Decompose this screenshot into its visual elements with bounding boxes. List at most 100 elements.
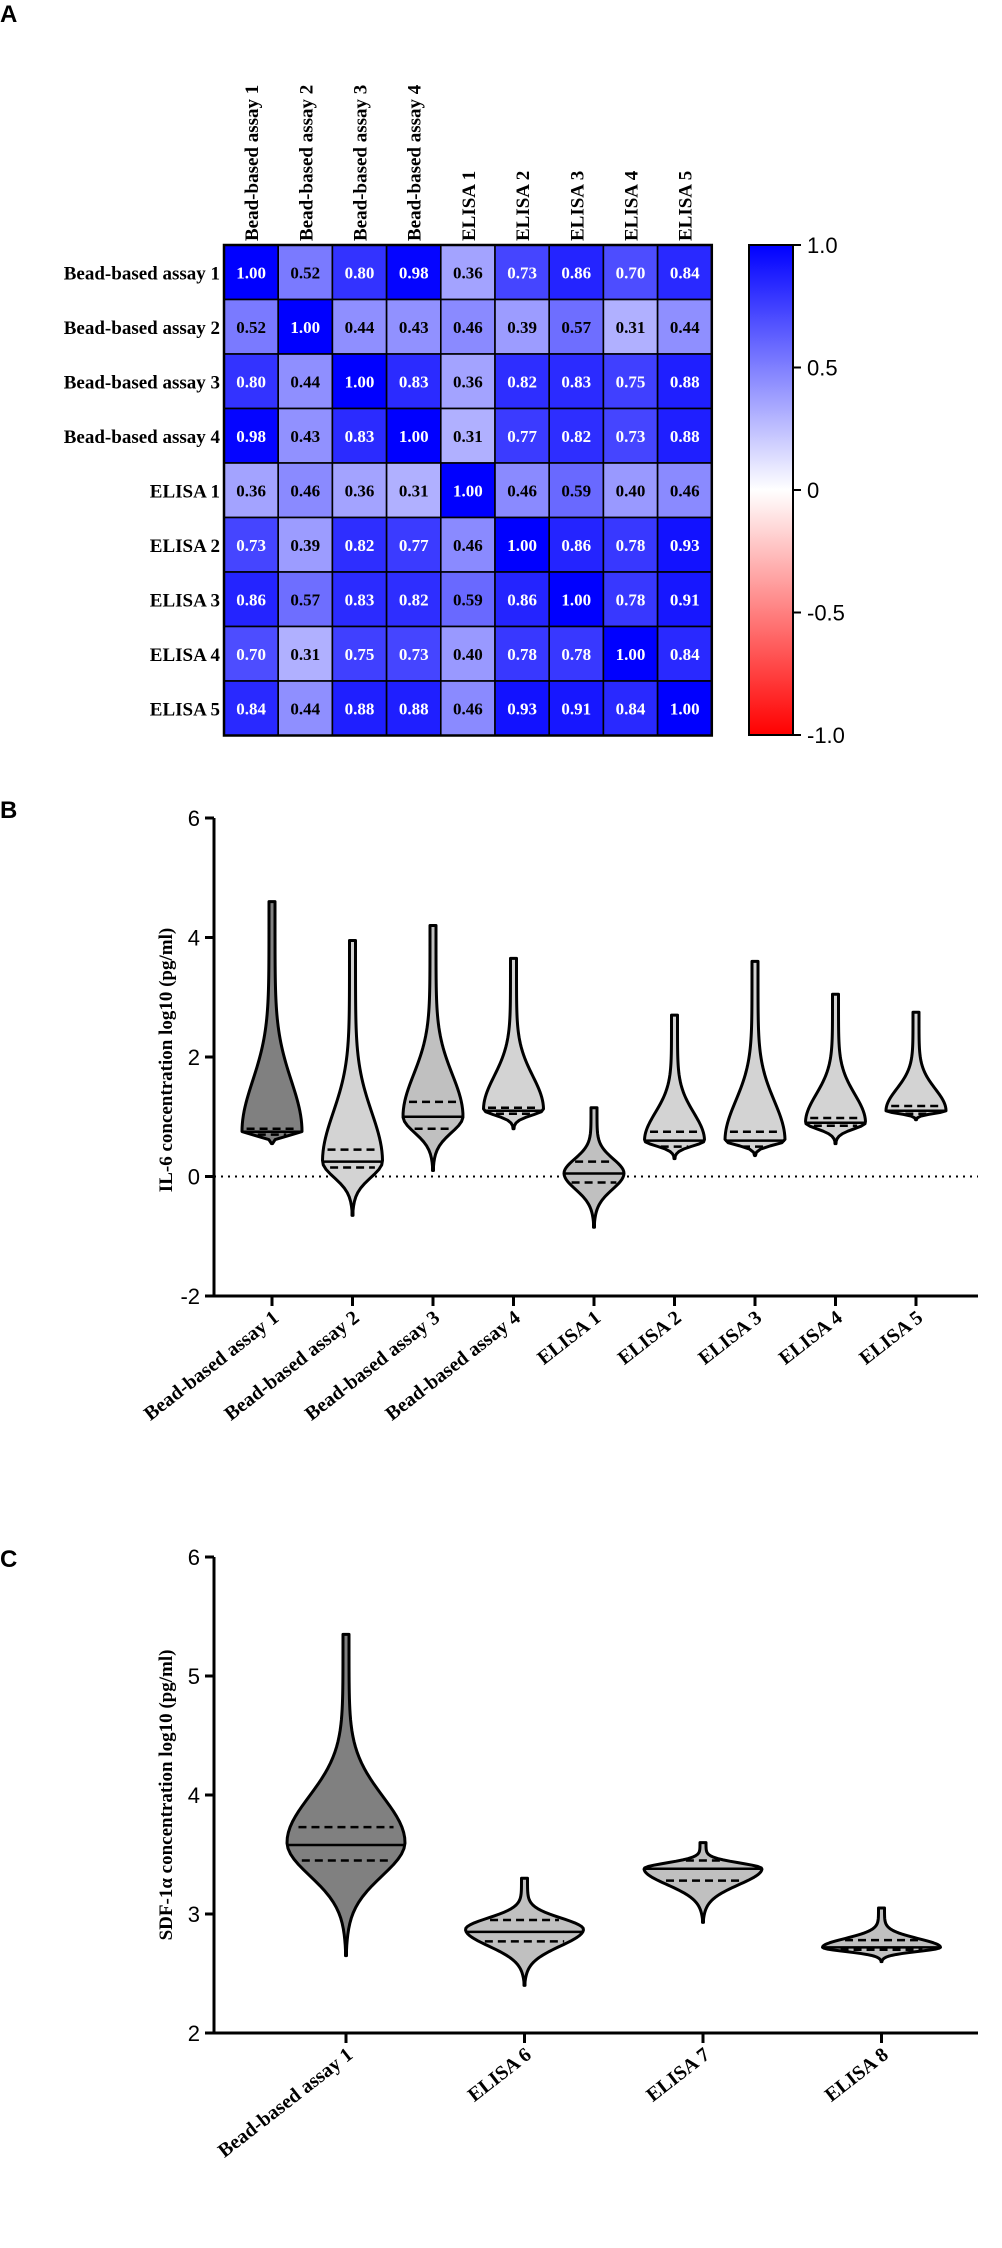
- panel-c-y-tick-label: 6: [188, 1545, 200, 1570]
- heatmap-value-r7-c9: 0.91: [670, 590, 700, 609]
- heatmap-value-r2-c5: 0.46: [453, 318, 483, 337]
- panel-c-x-label-elisa-6: ELISA 6: [464, 2044, 536, 2107]
- heatmap-value-r7-c1: 0.86: [236, 590, 266, 609]
- heatmap-value-r3-c3: 1.00: [345, 372, 375, 391]
- heatmap-value-r4-c2: 0.43: [290, 427, 320, 446]
- heatmap-value-r8-c5: 0.40: [453, 645, 483, 664]
- heatmap-value-r7-c6: 0.86: [507, 590, 537, 609]
- heatmap-value-r8-c4: 0.73: [399, 645, 429, 664]
- heatmap-value-r4-c1: 0.98: [236, 427, 266, 446]
- panel-b-x-label-bead-based-assay-3: Bead-based assay 3: [301, 1307, 444, 1426]
- heatmap-value-r2-c9: 0.44: [670, 318, 700, 337]
- heatmap-value-r4-c6: 0.77: [507, 427, 537, 446]
- panel-c-x-label-elisa-8: ELISA 8: [821, 2044, 893, 2107]
- heatmap-col-label-bead-based-assay-1: Bead-based assay 1: [242, 85, 263, 241]
- heatmap-cell-r9-c9: [656, 680, 713, 737]
- heatmap-value-r3-c4: 0.83: [399, 372, 429, 391]
- heatmap-value-r2-c7: 0.57: [561, 318, 591, 337]
- heatmap-row-label-elisa-2: ELISA 2: [150, 536, 220, 557]
- heatmap-value-r6-c5: 0.46: [453, 536, 483, 555]
- heatmap-value-r4-c7: 0.82: [561, 427, 591, 446]
- heatmap-cell-r8-c4: [385, 625, 442, 682]
- heatmap-value-r4-c5: 0.31: [453, 427, 483, 446]
- heatmap-cell-r5-c9: [656, 462, 713, 519]
- heatmap-cell-r1-c6: [494, 244, 551, 301]
- panel-b-x-label-elisa-4: ELISA 4: [775, 1307, 847, 1370]
- panel-b-y-tick-label: 4: [188, 926, 200, 951]
- panel-b-violin-bead-based-assay-1: [240, 900, 304, 1146]
- heatmap-cell-r9-c2: [277, 680, 334, 737]
- heatmap-value-r2-c2: 1.00: [290, 318, 320, 337]
- heatmap-cell-r2-c8: [602, 298, 659, 355]
- heatmap-cell-r6-c8: [602, 516, 659, 573]
- panel-c-y-tick-label: 3: [188, 1902, 200, 1927]
- heatmap-cell-r5-c1: [223, 462, 280, 519]
- heatmap-value-r7-c3: 0.83: [345, 590, 375, 609]
- panel-b-violin-bead-based-assay-3: [401, 924, 465, 1173]
- panel-b-violin: B IL-6 concentration log10 (pg/ml) 6 4 2 0 -…: [0, 797, 978, 1425]
- heatmap-col-label-elisa-5: ELISA 5: [676, 171, 697, 241]
- heatmap-value-r6-c4: 0.77: [399, 536, 429, 555]
- heatmap-row-label-elisa-4: ELISA 4: [150, 645, 221, 666]
- heatmap-row-label-elisa-1: ELISA 1: [150, 481, 220, 502]
- heatmap-col-label-elisa-2: ELISA 2: [513, 171, 534, 241]
- heatmap-row-label-bead-based-assay-4: Bead-based assay 4: [64, 427, 221, 448]
- heatmap-value-r9-c4: 0.88: [399, 699, 429, 718]
- colorbar-ticks: 1.0 0.5 0 -0.5 -1.0: [793, 233, 845, 748]
- heatmap-cell-r8-c5: [439, 625, 496, 682]
- panel-b-x-label-bead-based-assay-4: Bead-based assay 4: [381, 1307, 524, 1426]
- heatmap-cell-r7-c7: [548, 571, 605, 628]
- heatmap-cell-r8-c1: [223, 625, 280, 682]
- heatmap-value-r5-c4: 0.31: [399, 481, 429, 500]
- heatmap-row-labels: Bead-based assay 1 Bead-based assay 2 Bead…: [64, 263, 221, 720]
- heatmap-col-label-elisa-1: ELISA 1: [459, 171, 480, 241]
- heatmap-cell-r9-c6: [494, 680, 551, 737]
- heatmap-value-r2-c4: 0.43: [399, 318, 429, 337]
- heatmap-row-label-elisa-5: ELISA 5: [150, 699, 220, 720]
- heatmap-cell-r3-c3: [331, 353, 388, 410]
- heatmap-value-r4-c3: 0.83: [345, 427, 375, 446]
- heatmap-value-r6-c2: 0.39: [290, 536, 320, 555]
- heatmap-value-r7-c5: 0.59: [453, 590, 483, 609]
- heatmap-cell-r8-c6: [494, 625, 551, 682]
- heatmap-cell-r2-c9: [656, 298, 713, 355]
- heatmap-value-r3-c6: 0.82: [507, 372, 537, 391]
- panel-c-x-label-bead-based-assay-1: Bead-based assay 1: [214, 2044, 357, 2163]
- heatmap-value-r1-c6: 0.73: [507, 263, 537, 282]
- heatmap-cell-r3-c2: [277, 353, 334, 410]
- heatmap-cell-r6-c2: [277, 516, 334, 573]
- heatmap-value-r1-c9: 0.84: [670, 263, 700, 282]
- heatmap-value-r9-c2: 0.44: [290, 699, 320, 718]
- heatmap-value-r4-c4: 1.00: [399, 427, 429, 446]
- panel-c-ylabel: SDF-1α concentration log10 (pg/ml): [156, 1650, 177, 1941]
- panel-a-letter: A: [0, 1, 17, 28]
- heatmap-row-label-bead-based-assay-2: Bead-based assay 2: [64, 318, 220, 339]
- colorbar-tick-label: -0.5: [807, 601, 845, 626]
- heatmap-value-r1-c4: 0.98: [399, 263, 429, 282]
- heatmap-value-r9-c8: 0.84: [616, 699, 646, 718]
- panel-b-violin-elisa-5: [884, 1010, 948, 1122]
- heatmap-value-r6-c7: 0.86: [561, 536, 591, 555]
- heatmap-value-r8-c3: 0.75: [345, 645, 375, 664]
- heatmap-row-label-bead-based-assay-1: Bead-based assay 1: [64, 263, 220, 284]
- heatmap-value-r5-c2: 0.46: [290, 481, 320, 500]
- heatmap-row-label-bead-based-assay-3: Bead-based assay 3: [64, 372, 220, 393]
- heatmap-value-r5-c9: 0.46: [670, 481, 700, 500]
- heatmap-value-r3-c1: 0.80: [236, 372, 266, 391]
- panel-b-y-tick-label: 2: [188, 1045, 200, 1070]
- panel-b-violin-elisa-3: [723, 959, 787, 1158]
- heatmap-value-r9-c1: 0.84: [236, 699, 266, 718]
- heatmap-value-r6-c3: 0.82: [345, 536, 375, 555]
- panel-c-violin-bead-based-assay-1: [285, 1632, 407, 1958]
- heatmap-cell-r3-c1: [223, 353, 280, 410]
- heatmap-value-r2-c6: 0.39: [507, 318, 537, 337]
- panel-b-letter: B: [0, 797, 17, 824]
- heatmap-value-r2-c8: 0.31: [616, 318, 646, 337]
- heatmap-value-r9-c5: 0.46: [453, 699, 483, 718]
- heatmap-cell-r3-c5: [439, 353, 496, 410]
- heatmap-value-r3-c7: 0.83: [561, 372, 591, 391]
- panel-b-x-label-elisa-5: ELISA 5: [855, 1307, 927, 1370]
- panel-b-violin-elisa-2: [643, 1013, 706, 1161]
- panel-b-violin-bead-based-assay-2: [321, 938, 384, 1217]
- heatmap-value-r5-c8: 0.40: [616, 481, 646, 500]
